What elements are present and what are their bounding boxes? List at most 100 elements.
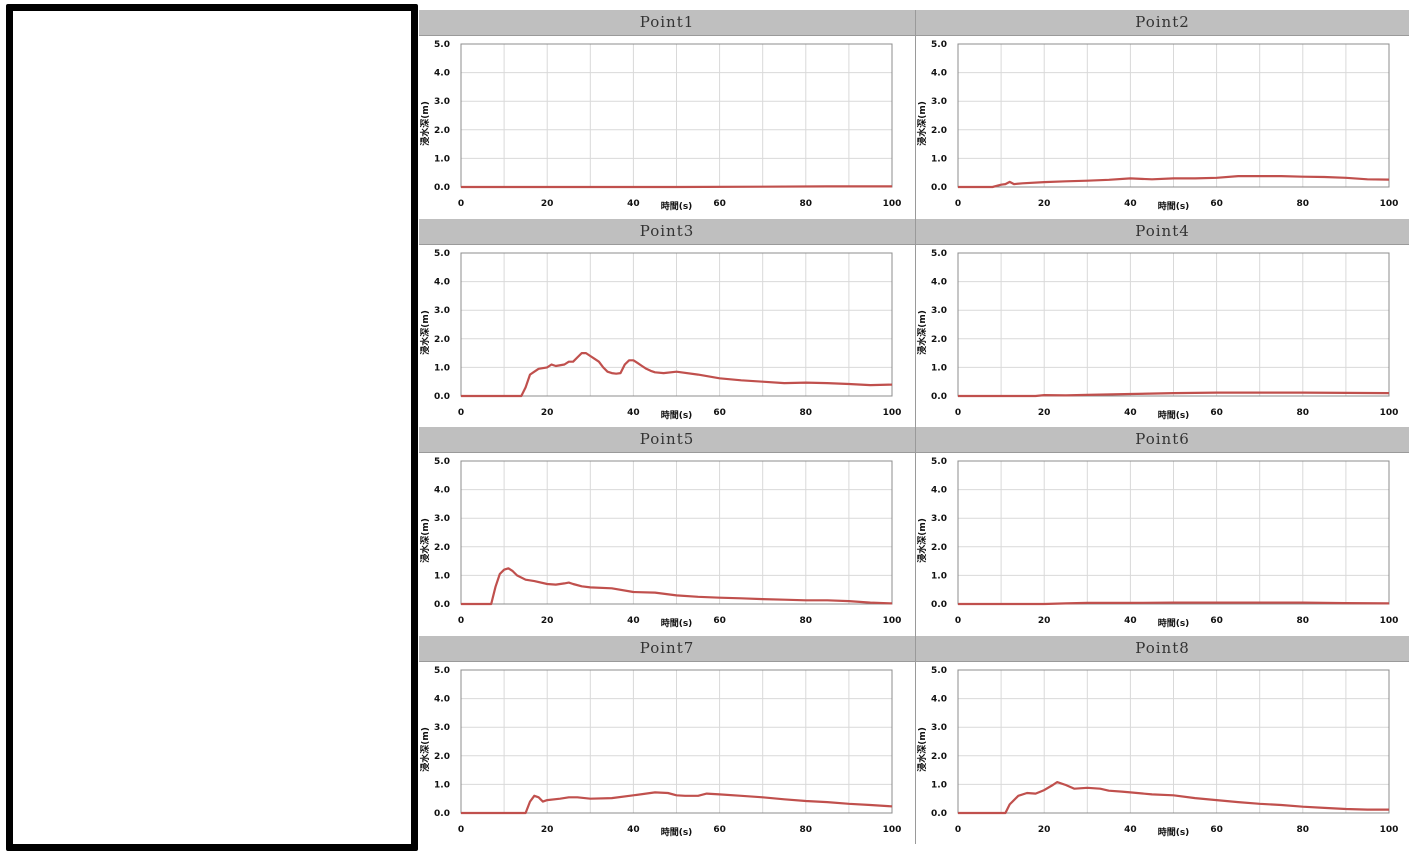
x-tick-label: 60: [1210, 408, 1223, 418]
plot-frame: [957, 252, 1390, 396]
y-tick-label: 4.0: [931, 694, 947, 704]
x-tick-label: 100: [883, 408, 902, 418]
plot-frame: [957, 669, 1390, 813]
plot-frame: [460, 252, 893, 396]
y-tick-label: 0.0: [931, 183, 947, 193]
y-tick-label: 4.0: [434, 69, 450, 79]
y-tick-label: 4.0: [931, 69, 947, 79]
y-tick-label: 0.0: [434, 809, 450, 819]
x-tick-label: 40: [627, 616, 640, 626]
chart-title: Point5: [419, 427, 915, 453]
y-tick-label: 1.0: [434, 780, 450, 790]
blank-panel: [6, 4, 418, 851]
chart-panel: Point2 0.0 1.0 2.0 3.0 4.0 5.0 0 20 40 60 80 100 時間(s…: [916, 10, 1409, 219]
x-tick-label: 20: [541, 408, 554, 418]
line-chart: 0.0 1.0 2.0 3.0 4.0 5.0 0 20 40 60 80 100 時間(s) 浸水深(m…: [419, 457, 902, 629]
x-tick-label: 100: [883, 616, 902, 626]
x-axis-label: 時間(s): [1158, 826, 1190, 838]
x-tick-label: 60: [1210, 199, 1223, 209]
x-tick-label: 20: [1038, 199, 1051, 209]
x-tick-label: 0: [458, 825, 464, 835]
chart-title: Point2: [916, 10, 1409, 36]
y-tick-label: 1.0: [931, 571, 947, 581]
y-tick-label: 2.0: [931, 334, 947, 344]
x-tick-label: 40: [627, 825, 640, 835]
series-line: [958, 601, 1390, 606]
y-tick-label: 3.0: [931, 306, 947, 316]
y-tick-label: 4.0: [434, 277, 450, 287]
x-tick-label: 80: [1297, 408, 1310, 418]
y-tick-label: 5.0: [434, 457, 450, 467]
y-tick-label: 2.0: [931, 126, 947, 136]
chart-title: Point7: [419, 635, 915, 662]
y-tick-label: 5.0: [434, 249, 450, 259]
x-tick-label: 100: [883, 199, 902, 209]
x-tick-label: 40: [1124, 825, 1137, 835]
series-line: [958, 391, 1390, 397]
y-axis-label: 浸水深(m): [916, 727, 928, 772]
y-tick-label: 1.0: [931, 780, 947, 790]
y-tick-label: 5.0: [931, 249, 947, 259]
y-tick-label: 2.0: [931, 543, 947, 553]
y-axis-label: 浸水深(m): [916, 518, 928, 563]
x-axis-label: 時間(s): [661, 409, 693, 421]
y-tick-label: 3.0: [434, 514, 450, 524]
line-chart: 0.0 1.0 2.0 3.0 4.0 5.0 0 20 40 60 80 100 時間(s) 浸水深(m…: [419, 666, 902, 838]
y-tick-label: 3.0: [434, 306, 450, 316]
y-axis-label: 浸水深(m): [419, 727, 431, 772]
x-tick-label: 40: [1124, 408, 1137, 418]
y-tick-label: 5.0: [434, 666, 450, 676]
x-axis-label: 時間(s): [661, 617, 693, 629]
x-tick-label: 80: [1297, 616, 1310, 626]
y-tick-label: 1.0: [434, 154, 450, 164]
y-tick-label: 3.0: [931, 97, 947, 107]
x-tick-label: 100: [883, 825, 902, 835]
y-tick-label: 3.0: [434, 723, 450, 733]
y-tick-label: 1.0: [931, 154, 947, 164]
y-tick-label: 1.0: [931, 363, 947, 373]
x-tick-label: 80: [800, 825, 813, 835]
y-tick-label: 2.0: [434, 751, 450, 761]
y-tick-label: 0.0: [931, 392, 947, 402]
chart-title: Point1: [419, 10, 915, 36]
chart-panel: Point1 0.0 1.0 2.0 3.0 4.0 5.0 0 20 40 60 80 100 時間(s…: [419, 10, 916, 219]
y-axis-label: 浸水深(m): [916, 101, 928, 146]
x-axis-label: 時間(s): [661, 200, 693, 212]
y-axis-label: 浸水深(m): [916, 310, 928, 355]
line-chart: 0.0 1.0 2.0 3.0 4.0 5.0 0 20 40 60 80 100 時間(s) 浸水深(m…: [916, 666, 1399, 838]
x-tick-label: 100: [1380, 825, 1399, 835]
x-tick-label: 0: [955, 825, 961, 835]
x-tick-label: 20: [1038, 408, 1051, 418]
y-tick-label: 4.0: [931, 277, 947, 287]
y-tick-label: 2.0: [434, 126, 450, 136]
y-tick-label: 5.0: [931, 666, 947, 676]
y-tick-label: 5.0: [434, 40, 450, 50]
x-tick-label: 100: [1380, 199, 1399, 209]
line-chart: 0.0 1.0 2.0 3.0 4.0 5.0 0 20 40 60 80 100 時間(s) 浸水深(m…: [916, 249, 1398, 421]
plot-frame: [957, 460, 1390, 605]
x-tick-label: 80: [1297, 199, 1310, 209]
y-axis-label: 浸水深(m): [419, 310, 431, 355]
y-tick-label: 0.0: [931, 809, 947, 819]
series-line: [958, 780, 1389, 814]
y-tick-label: 0.0: [931, 600, 947, 610]
plot-frame: [957, 43, 1390, 188]
x-axis-label: 時間(s): [1158, 409, 1190, 421]
y-tick-label: 3.0: [931, 514, 947, 524]
line-chart: 0.0 1.0 2.0 3.0 4.0 5.0 0 20 40 60 80 100 時間(s) 浸水深(m…: [916, 40, 1399, 212]
x-tick-label: 0: [458, 408, 464, 418]
series-line: [461, 567, 893, 606]
x-tick-label: 40: [1124, 616, 1137, 626]
chart-panel: Point7 0.0 1.0 2.0 3.0 4.0 5.0 0 20 40 60 80 100 時間(s…: [419, 635, 916, 844]
x-tick-label: 40: [1124, 199, 1137, 209]
y-tick-label: 5.0: [931, 40, 947, 50]
y-tick-label: 3.0: [931, 723, 947, 733]
y-tick-label: 2.0: [434, 334, 450, 344]
x-tick-label: 40: [627, 199, 640, 209]
x-tick-label: 20: [1038, 616, 1051, 626]
y-tick-label: 2.0: [434, 543, 450, 553]
plot-frame: [460, 460, 893, 605]
chart-panel: Point6 0.0 1.0 2.0 3.0 4.0 5.0 0 20 40 60 80 100 時間(s…: [916, 427, 1409, 636]
y-axis-label: 浸水深(m): [419, 101, 431, 146]
x-tick-label: 0: [955, 408, 961, 418]
